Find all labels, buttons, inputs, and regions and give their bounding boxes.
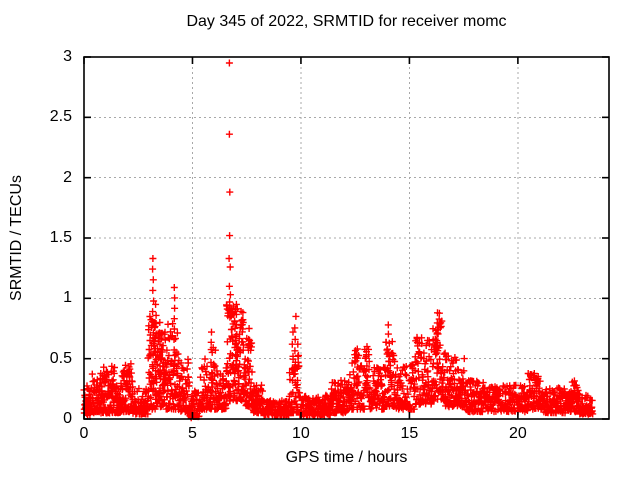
- x-axis-label: GPS time / hours: [285, 449, 408, 466]
- y-tick-label: 3: [63, 48, 72, 65]
- y-tick-label: 0: [63, 410, 72, 427]
- x-tick-label: 15: [400, 425, 419, 442]
- x-tick-label: 20: [508, 425, 527, 442]
- x-tick-label: 10: [292, 425, 310, 442]
- x-tick-label: 5: [188, 425, 197, 442]
- x-tick-label: 0: [79, 425, 89, 442]
- chart-title: Day 345 of 2022, SRMTID for receiver mom…: [186, 13, 507, 30]
- y-tick-label: 0.5: [49, 349, 72, 367]
- scatter-points: [80, 59, 597, 422]
- y-tick-label: 1.5: [49, 229, 72, 246]
- y-tick-label: 2.5: [49, 108, 72, 126]
- y-tick-label: 2: [63, 168, 72, 186]
- y-tick-label: 1: [63, 289, 72, 307]
